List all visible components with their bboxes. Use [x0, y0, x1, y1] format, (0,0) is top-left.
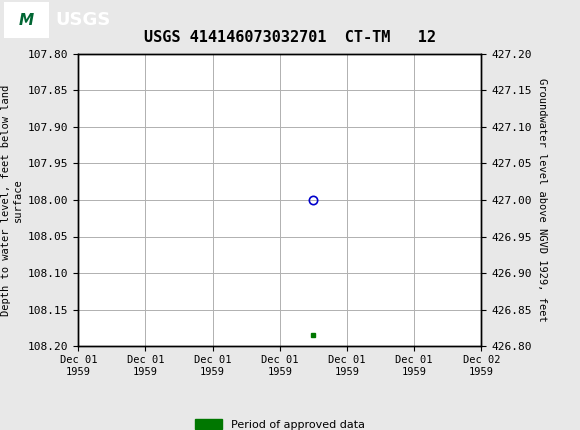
Text: USGS 414146073032701  CT-TM   12: USGS 414146073032701 CT-TM 12 — [144, 30, 436, 45]
Legend: Period of approved data: Period of approved data — [190, 415, 369, 430]
Text: USGS: USGS — [55, 11, 110, 29]
FancyBboxPatch shape — [5, 3, 48, 37]
Y-axis label: Groundwater level above NGVD 1929, feet: Groundwater level above NGVD 1929, feet — [537, 78, 547, 322]
FancyBboxPatch shape — [5, 3, 48, 37]
Y-axis label: Depth to water level, feet below land
surface: Depth to water level, feet below land su… — [1, 84, 23, 316]
Text: M: M — [19, 13, 34, 28]
